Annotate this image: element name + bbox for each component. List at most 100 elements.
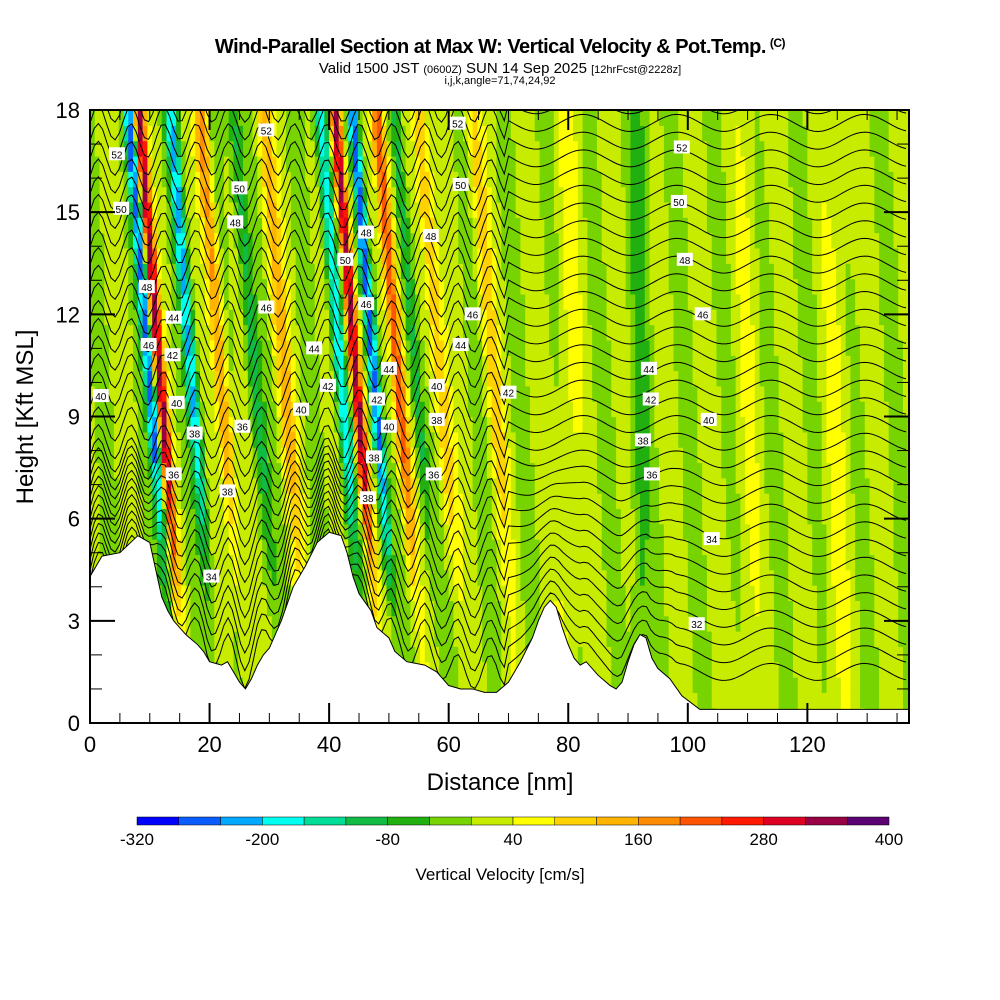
field-cell <box>309 247 316 264</box>
field-cell <box>467 125 474 142</box>
field-cell <box>620 508 627 525</box>
field-cell <box>300 125 306 142</box>
field-cell <box>147 110 153 111</box>
field-cell <box>601 416 608 433</box>
field-cell <box>290 539 297 556</box>
field-cell <box>386 125 392 142</box>
field-cell <box>266 431 273 448</box>
field-cell <box>247 110 254 126</box>
field-cell <box>333 293 340 310</box>
field-cell <box>491 401 498 418</box>
field-cell <box>620 125 627 142</box>
field-cell <box>486 125 493 142</box>
field-cell <box>305 171 311 188</box>
field-cell <box>324 217 330 234</box>
field-cell <box>534 370 541 387</box>
field-cell <box>319 462 325 479</box>
field-cell <box>228 355 235 372</box>
field-cell <box>94 247 101 264</box>
field-cell <box>467 523 474 540</box>
field-cell <box>635 569 641 586</box>
field-cell <box>199 493 206 510</box>
field-cell <box>510 217 517 234</box>
field-cell <box>228 110 235 126</box>
field-cell <box>156 110 163 111</box>
field-cell <box>553 355 560 372</box>
field-cell <box>262 201 268 218</box>
field-cell <box>663 493 670 510</box>
field-cell <box>496 324 502 341</box>
field-cell <box>243 263 249 280</box>
field-cell <box>176 263 182 280</box>
field-cell <box>343 232 349 249</box>
field-cell <box>252 539 258 556</box>
field-cell <box>630 615 636 632</box>
field-cell <box>185 324 192 341</box>
field-cell <box>496 232 502 249</box>
field-cell <box>525 508 531 525</box>
field-cell <box>486 539 493 556</box>
field-cell <box>353 309 359 326</box>
field-cell <box>405 401 412 418</box>
field-cell <box>94 523 101 540</box>
field-cell <box>625 355 632 372</box>
field-cell <box>463 447 469 464</box>
field-cell <box>142 447 148 464</box>
field-cell <box>128 462 134 479</box>
field-cell <box>286 263 292 280</box>
field-cell <box>463 263 469 280</box>
field-cell <box>252 293 258 310</box>
field-cell <box>180 278 187 295</box>
field-cell <box>190 462 196 479</box>
field-cell <box>109 293 115 310</box>
field-cell <box>276 140 282 157</box>
field-cell <box>506 171 512 188</box>
field-cell <box>252 155 258 172</box>
field-cell <box>171 293 177 310</box>
field-cell <box>276 155 282 172</box>
field-cell <box>118 110 125 111</box>
field-cell <box>577 385 584 402</box>
field-cell <box>343 125 349 142</box>
field-cell <box>415 431 421 448</box>
field-cell <box>405 247 412 264</box>
field-cell <box>592 324 598 341</box>
field-cell <box>424 110 431 126</box>
field-cell <box>453 186 459 203</box>
field-cell <box>190 477 196 494</box>
field-cell <box>333 447 340 464</box>
field-cell <box>553 554 560 571</box>
field-cell <box>477 201 483 218</box>
field-cell <box>243 293 249 310</box>
field-cell <box>343 493 349 510</box>
field-cell <box>338 293 345 310</box>
field-cell <box>482 600 488 617</box>
field-cell <box>109 462 115 479</box>
field-cell <box>448 247 455 264</box>
field-cell <box>592 661 598 678</box>
field-cell <box>429 263 435 280</box>
field-cell <box>295 293 302 310</box>
field-cell <box>472 293 478 310</box>
field-cell <box>362 309 368 326</box>
field-cell <box>367 401 373 418</box>
field-cell <box>616 125 622 142</box>
field-cell <box>214 186 220 203</box>
field-cell <box>262 247 268 264</box>
field-cell <box>247 278 254 295</box>
field-cell <box>482 661 488 678</box>
field-cell <box>290 110 297 111</box>
field-cell <box>544 110 550 126</box>
field-cell <box>109 539 115 556</box>
field-cell <box>663 508 670 525</box>
copyright-mark: (C) <box>769 36 786 50</box>
field-cell <box>113 370 120 387</box>
field-cell <box>649 247 655 264</box>
field-cell <box>262 585 268 601</box>
field-cell <box>630 385 636 402</box>
field-cell <box>635 339 641 356</box>
field-cell <box>209 186 215 203</box>
field-cell <box>99 309 105 326</box>
field-cell <box>238 370 244 387</box>
field-cell <box>286 324 292 341</box>
